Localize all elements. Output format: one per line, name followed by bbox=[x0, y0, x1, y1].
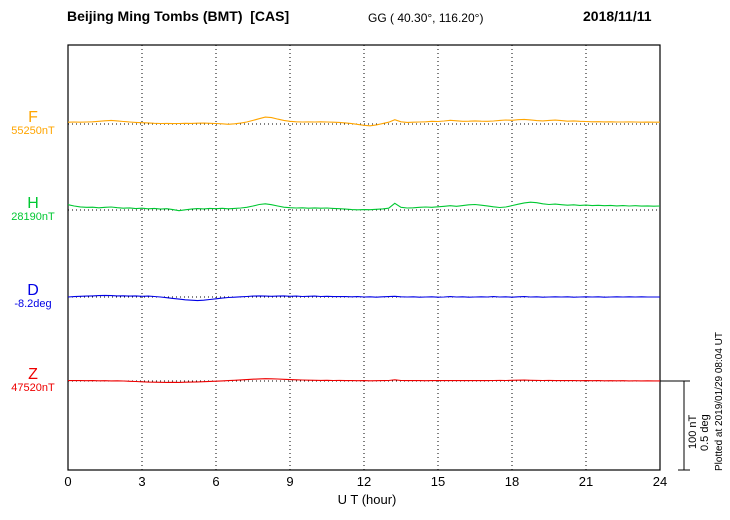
trace-baseline-Z: 47520nT bbox=[11, 382, 55, 394]
plotted-at-note: Plotted at 2019/01/29 08:04 UT bbox=[714, 332, 725, 471]
geographic-coordinates: GG ( 40.30°, 116.20°) bbox=[368, 11, 484, 25]
x-tick-label: 24 bbox=[652, 474, 668, 489]
trace-F bbox=[67, 116, 660, 127]
trace-letter-Z: Z bbox=[28, 366, 38, 383]
x-tick-label: 12 bbox=[356, 474, 372, 489]
x-tick-label: 15 bbox=[430, 474, 446, 489]
x-tick-label: 18 bbox=[504, 474, 520, 489]
trace-group-H: H 28190nT bbox=[2, 196, 64, 224]
trace-baseline-H: 28190nT bbox=[11, 211, 55, 223]
x-tick-label: 0 bbox=[64, 474, 72, 489]
x-axis-label: U T (hour) bbox=[337, 492, 397, 507]
scale-bar-label-nt: 100 nT bbox=[687, 414, 699, 449]
trace-D bbox=[67, 294, 660, 302]
x-tick-label: 9 bbox=[286, 474, 294, 489]
scale-bar-label-deg: 0.5 deg bbox=[699, 414, 711, 451]
x-tick-label: 6 bbox=[212, 474, 220, 489]
trace-baseline-D: -8.2deg bbox=[14, 298, 52, 310]
trace-group-F: F 55250nT bbox=[2, 110, 64, 138]
observation-date: 2018/11/11 bbox=[583, 8, 652, 24]
trace-group-Z: Z 47520nT bbox=[2, 367, 64, 395]
trace-letter-D: D bbox=[27, 282, 39, 299]
trace-letter-H: H bbox=[27, 195, 39, 212]
x-axis-tick-labels: 0 3 6 9 12 15 18 21 24 bbox=[0, 474, 730, 490]
trace-letter-F: F bbox=[28, 109, 38, 126]
trace-Z bbox=[68, 378, 660, 383]
station-title: Beijing Ming Tombs (BMT) [CAS] bbox=[67, 8, 290, 24]
x-tick-label: 21 bbox=[578, 474, 594, 489]
trace-H bbox=[67, 201, 661, 212]
trace-baseline-F: 55250nT bbox=[11, 125, 55, 137]
x-tick-label: 3 bbox=[138, 474, 146, 489]
trace-group-D: D -8.2deg bbox=[2, 283, 64, 311]
